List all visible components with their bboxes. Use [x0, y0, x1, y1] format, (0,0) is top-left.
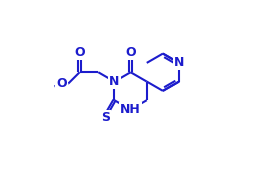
Text: N: N	[109, 75, 120, 88]
Text: O: O	[125, 46, 136, 59]
Text: NH: NH	[120, 103, 141, 116]
Text: O: O	[56, 77, 67, 90]
Text: N: N	[174, 56, 184, 69]
Text: O: O	[74, 46, 85, 59]
Text: S: S	[101, 111, 110, 124]
